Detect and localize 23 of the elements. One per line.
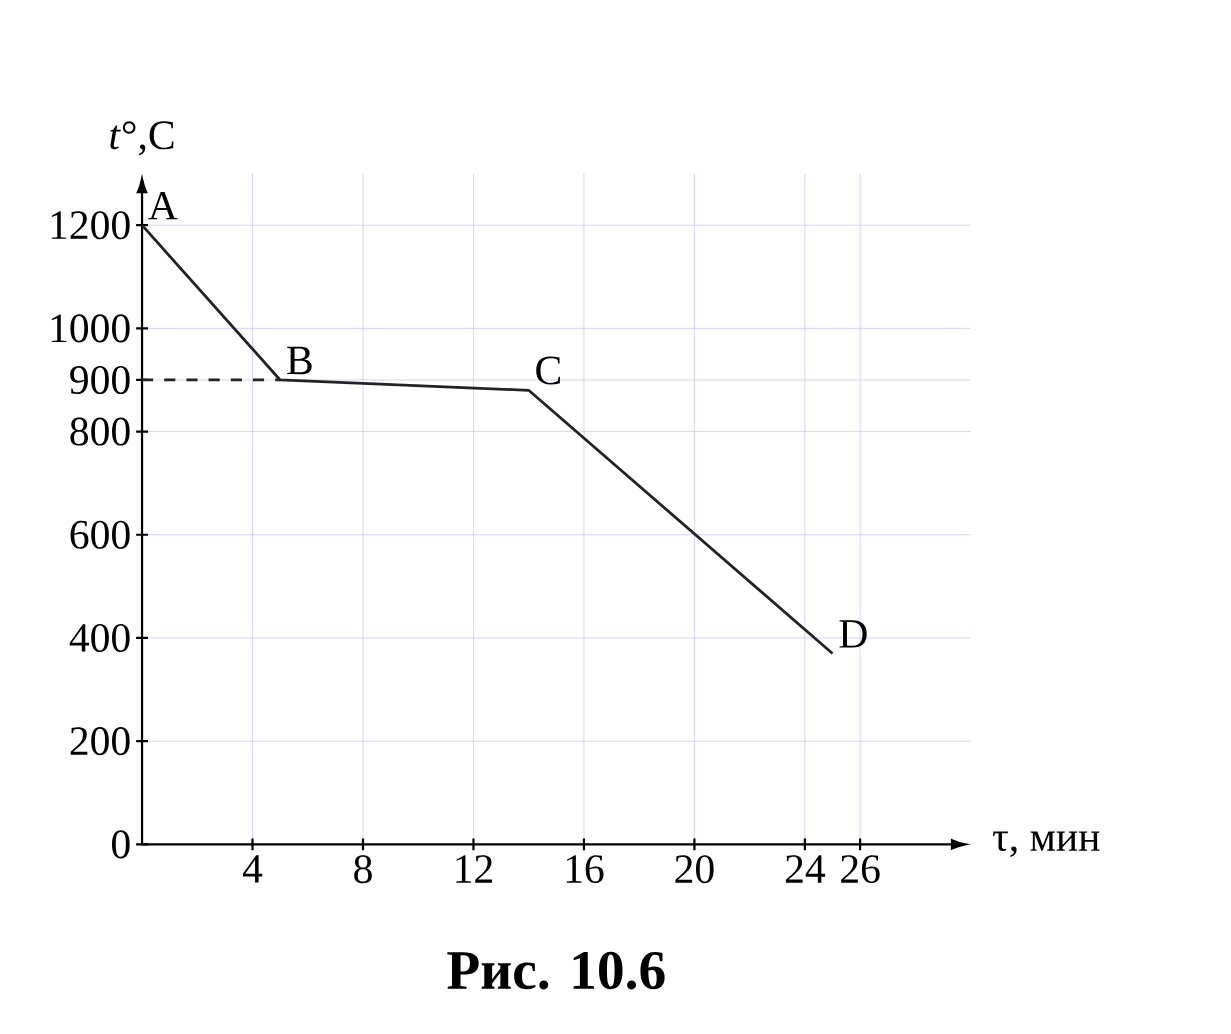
annotation: B [287,346,312,375]
y-tick-label: 400 [69,624,130,653]
x-tick-label: 20 [675,855,714,884]
y-tick-label: 600 [70,520,130,549]
x-tick-label: 4 [242,855,263,883]
x-tick-label: 26 [841,855,880,884]
y-axis-title: t°,C [110,121,174,156]
line-series [140,223,834,655]
annotation: C [536,356,560,385]
y-tick-label: 0 [112,830,130,859]
y-tick-label: 800 [70,417,130,446]
x-axis-title: τ, мин [992,831,1100,858]
x-tick-label: 8 [354,855,372,884]
x-tick-label: 12 [456,855,492,883]
y-tick-label: 200 [70,727,130,756]
y-tick-label: 900 [70,366,130,395]
y-tick-label: 1200 [51,211,130,240]
annotation: A [148,192,178,220]
x-tick-label: 16 [566,855,604,884]
text: Рис. 10.6 [447,951,665,990]
y-tick-label: 1000 [51,314,130,343]
x-tick-label: 24 [785,855,826,883]
annotation: D [839,620,867,648]
